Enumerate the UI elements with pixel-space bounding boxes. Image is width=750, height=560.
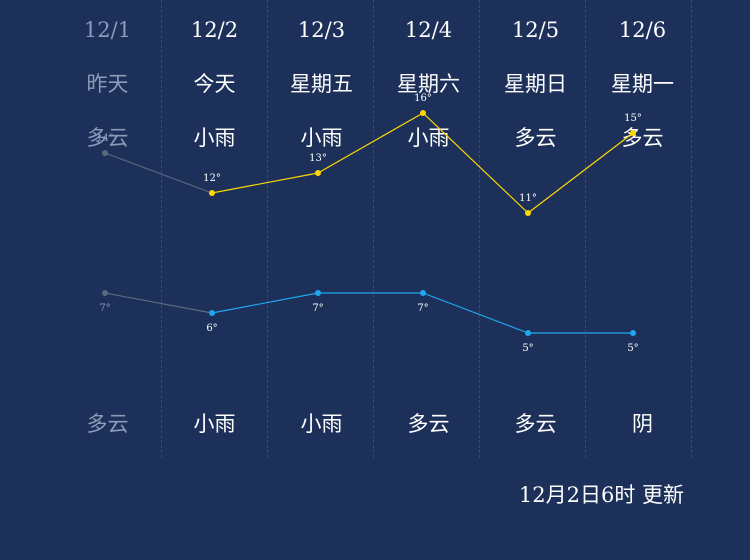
day-name: 今天 — [193, 72, 236, 96]
column-divider — [585, 0, 586, 458]
high-line-segment — [317, 112, 424, 174]
column-divider — [373, 0, 374, 458]
night-weather: 多云 — [514, 412, 557, 436]
day-name: 星期一 — [611, 72, 674, 96]
day-column-friday: 12/3 星期五 小雨 小雨 — [268, 0, 375, 460]
column-divider — [691, 0, 692, 458]
high-temp-point — [102, 150, 108, 156]
low-line-segment — [211, 292, 319, 314]
day-weather: 多云 — [86, 126, 129, 150]
day-weather: 小雨 — [300, 126, 343, 150]
day-weather: 多云 — [621, 126, 664, 150]
day-column-yesterday: 12/1 昨天 多云 多云 — [54, 0, 161, 460]
high-line-segment — [422, 112, 529, 214]
day-weather: 多云 — [514, 126, 557, 150]
day-date: 12/2 — [190, 18, 239, 42]
high-temp-label: 12° — [203, 173, 221, 184]
high-temp-label: 11° — [519, 193, 537, 204]
high-temp-label: 16° — [414, 93, 432, 104]
low-temp-point — [525, 330, 531, 336]
night-weather: 小雨 — [300, 412, 343, 436]
day-column-monday: 12/6 星期一 多云 阴 — [589, 0, 696, 460]
day-date: 12/6 — [618, 18, 667, 42]
high-temp-point — [209, 190, 215, 196]
high-temp-point — [315, 170, 321, 176]
day-name: 星期日 — [504, 72, 567, 96]
high-line-segment — [104, 152, 213, 194]
day-date: 12/1 — [83, 18, 132, 42]
high-line-segment — [527, 132, 634, 214]
update-time: 12月2日6时 更新 — [518, 483, 684, 507]
low-temp-point — [315, 290, 321, 296]
day-date: 12/5 — [511, 18, 560, 42]
high-temp-label: 15° — [624, 113, 642, 124]
night-weather: 多云 — [407, 412, 450, 436]
day-date: 12/3 — [297, 18, 346, 42]
day-name: 昨天 — [86, 72, 129, 96]
high-temp-point — [630, 130, 636, 136]
low-temp-point — [630, 330, 636, 336]
day-weather: 小雨 — [407, 126, 450, 150]
day-column-saturday: 12/4 星期六 小雨 多云 — [375, 0, 482, 460]
high-temp-label: 14° — [96, 133, 114, 144]
low-temp-label: 7° — [99, 303, 110, 314]
night-weather: 多云 — [86, 412, 129, 436]
low-temp-point — [420, 290, 426, 296]
night-weather: 小雨 — [193, 412, 236, 436]
high-temp-point — [525, 210, 531, 216]
high-temp-label: 13° — [309, 153, 327, 164]
low-temp-point — [102, 290, 108, 296]
night-weather: 阴 — [632, 412, 653, 436]
low-temp-label: 6° — [206, 323, 217, 334]
day-name: 星期五 — [290, 72, 353, 96]
high-line-segment — [211, 172, 319, 194]
low-temp-label: 7° — [312, 303, 323, 314]
low-line-segment — [104, 292, 213, 314]
low-line-segment — [422, 292, 529, 334]
day-name: 星期六 — [397, 72, 460, 96]
day-column-sunday: 12/5 星期日 多云 多云 — [482, 0, 589, 460]
day-date: 12/4 — [404, 18, 453, 42]
low-temp-point — [209, 310, 215, 316]
low-temp-label: 5° — [627, 343, 638, 354]
day-weather: 小雨 — [193, 126, 236, 150]
low-temp-label: 7° — [417, 303, 428, 314]
day-column-today: 12/2 今天 小雨 小雨 — [161, 0, 268, 460]
column-divider — [267, 0, 268, 458]
high-temp-point — [420, 110, 426, 116]
column-divider — [161, 0, 162, 458]
column-divider — [479, 0, 480, 458]
low-temp-label: 5° — [522, 343, 533, 354]
